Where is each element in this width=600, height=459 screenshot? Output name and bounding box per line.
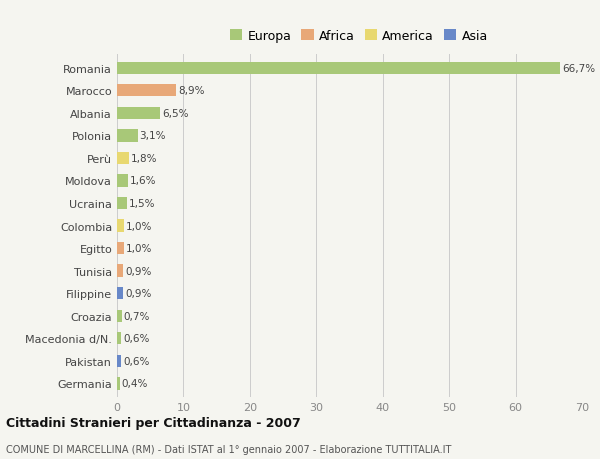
Bar bbox=[117, 355, 121, 367]
Bar bbox=[117, 220, 124, 232]
Bar bbox=[117, 265, 123, 277]
Text: 0,6%: 0,6% bbox=[123, 334, 149, 343]
Text: 1,0%: 1,0% bbox=[125, 221, 152, 231]
Text: 1,0%: 1,0% bbox=[125, 244, 152, 253]
Text: 66,7%: 66,7% bbox=[562, 64, 595, 73]
Bar bbox=[117, 197, 127, 210]
Text: Cittadini Stranieri per Cittadinanza - 2007: Cittadini Stranieri per Cittadinanza - 2… bbox=[6, 416, 301, 429]
Text: 0,6%: 0,6% bbox=[123, 356, 149, 366]
Text: 3,1%: 3,1% bbox=[140, 131, 166, 141]
Bar bbox=[117, 175, 128, 187]
Bar bbox=[117, 62, 560, 75]
Bar bbox=[117, 287, 123, 300]
Bar bbox=[117, 242, 124, 255]
Bar bbox=[117, 130, 137, 142]
Bar bbox=[117, 377, 119, 390]
Legend: Europa, Africa, America, Asia: Europa, Africa, America, Asia bbox=[227, 27, 490, 45]
Text: 0,7%: 0,7% bbox=[124, 311, 150, 321]
Text: COMUNE DI MARCELLINA (RM) - Dati ISTAT al 1° gennaio 2007 - Elaborazione TUTTITA: COMUNE DI MARCELLINA (RM) - Dati ISTAT a… bbox=[6, 444, 451, 454]
Bar bbox=[117, 85, 176, 97]
Bar bbox=[117, 310, 122, 322]
Text: 0,9%: 0,9% bbox=[125, 266, 151, 276]
Text: 1,8%: 1,8% bbox=[131, 154, 157, 163]
Text: 8,9%: 8,9% bbox=[178, 86, 205, 96]
Text: 1,5%: 1,5% bbox=[129, 199, 155, 208]
Text: 1,6%: 1,6% bbox=[130, 176, 156, 186]
Bar bbox=[117, 332, 121, 345]
Bar bbox=[117, 152, 129, 165]
Bar bbox=[117, 107, 160, 120]
Text: 0,4%: 0,4% bbox=[122, 379, 148, 388]
Text: 0,9%: 0,9% bbox=[125, 289, 151, 298]
Text: 6,5%: 6,5% bbox=[162, 109, 188, 118]
